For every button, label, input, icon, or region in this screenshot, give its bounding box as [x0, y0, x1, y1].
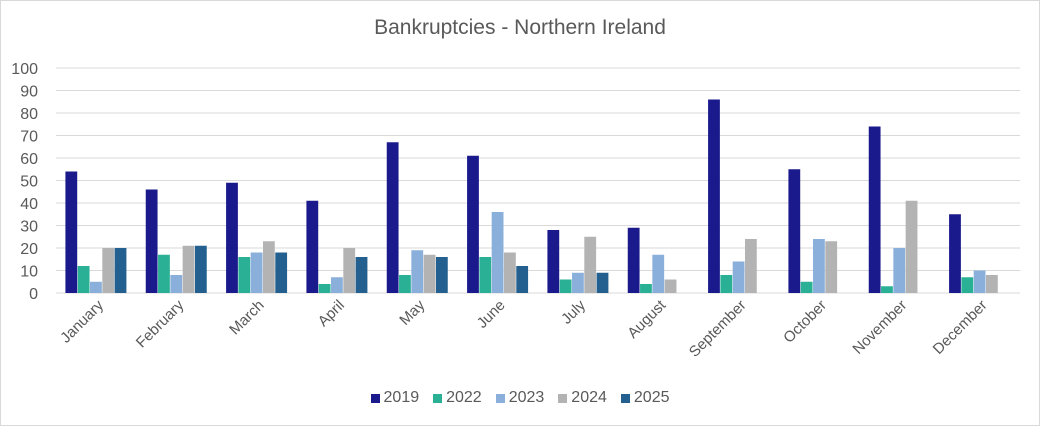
bar-2022-december: [961, 277, 974, 293]
bar-2025-march: [275, 252, 288, 293]
bar-2019-june: [467, 155, 479, 293]
x-tick-label: September: [686, 297, 750, 361]
legend-swatch-icon: [495, 393, 505, 403]
x-tick-label: April: [315, 297, 348, 330]
bar-2019-july: [547, 230, 560, 293]
legend: 2019 2022 2023 2024 2025: [0, 389, 1040, 407]
bar-2022-june: [479, 257, 492, 293]
bar-2019-february: [145, 189, 158, 293]
bar-2023-june: [491, 212, 504, 293]
legend-item-2025: 2025: [620, 389, 670, 407]
bar-2022-february: [158, 254, 170, 293]
bar-2022-august: [640, 284, 652, 293]
x-tick-label: October: [780, 297, 830, 347]
bar-2019-september: [708, 99, 720, 293]
legend-label: 2022: [446, 389, 482, 406]
bar-2023-september: [732, 261, 745, 293]
bar-2025-june: [516, 266, 529, 293]
bar-2023-may: [411, 250, 424, 293]
legend-swatch-icon: [370, 393, 380, 403]
legend-swatch-icon: [558, 393, 568, 403]
bar-2025-january: [114, 248, 127, 293]
y-tick-label: 0: [29, 286, 38, 303]
legend-label: 2024: [571, 389, 607, 406]
bar-2019-may: [386, 142, 399, 293]
bar-2024-july: [584, 236, 597, 293]
bar-2022-march: [238, 257, 251, 293]
bar-2024-august: [664, 279, 677, 293]
bar-2023-march: [250, 252, 263, 293]
bar-2025-july: [596, 272, 609, 293]
y-tick-label: 90: [20, 84, 38, 101]
legend-item-2023: 2023: [495, 389, 545, 407]
bar-2024-october: [825, 241, 838, 293]
bar-2025-february: [194, 245, 207, 293]
y-tick-label: 100: [11, 61, 38, 78]
legend-item-2024: 2024: [558, 389, 607, 407]
legend-item-2019: 2019: [370, 389, 420, 407]
bar-2019-october: [788, 169, 801, 293]
bar-2022-november: [881, 286, 893, 293]
bar-2019-august: [627, 227, 640, 293]
y-tick-label: 70: [20, 129, 38, 146]
bar-2023-august: [652, 254, 665, 293]
legend-item-2022: 2022: [433, 389, 482, 407]
bar-2024-april: [343, 248, 356, 293]
bar-2023-february: [170, 275, 183, 293]
bar-2022-september: [720, 275, 733, 293]
bar-2024-march: [262, 241, 275, 293]
x-tick-label: June: [474, 297, 509, 332]
bar-2023-october: [813, 239, 825, 293]
bar-2023-january: [90, 281, 102, 293]
bar-2022-may: [399, 275, 411, 293]
x-tick-label: December: [930, 297, 991, 358]
x-tick-label: May: [396, 296, 428, 328]
y-tick-label: 40: [20, 196, 38, 213]
bar-2022-october: [800, 281, 813, 293]
bar-2023-december: [973, 270, 986, 293]
bar-2024-december: [985, 275, 998, 293]
x-tick-label: March: [226, 297, 267, 338]
y-tick-label: 10: [20, 264, 38, 281]
chart-title: Bankruptcies - Northern Ireland: [374, 16, 666, 39]
bar-2022-april: [318, 284, 331, 293]
bar-2023-july: [572, 272, 584, 293]
x-tick-label: July: [558, 296, 589, 327]
bar-2024-may: [423, 254, 436, 293]
bar-2022-january: [77, 266, 90, 293]
bar-2019-december: [949, 214, 961, 293]
bar-2024-february: [182, 245, 195, 293]
bar-2019-january: [65, 171, 78, 293]
x-tick-label: February: [133, 296, 188, 351]
bar-2019-november: [868, 126, 881, 293]
legend-swatch-icon: [620, 393, 630, 403]
bar-2019-march: [226, 182, 238, 293]
bar-2023-november: [893, 248, 906, 293]
legend-label: 2023: [508, 389, 545, 406]
y-tick-label: 30: [20, 219, 38, 236]
x-tick-label: November: [849, 297, 910, 358]
x-tick-label: January: [57, 296, 107, 346]
bar-2025-may: [435, 257, 448, 293]
y-tick-label: 80: [20, 106, 38, 123]
bar-2019-april: [306, 200, 319, 293]
x-tick-label: August: [624, 296, 670, 342]
bar-2024-january: [102, 248, 115, 293]
bar-2024-november: [905, 200, 918, 293]
y-tick-label: 50: [20, 174, 38, 191]
legend-swatch-icon: [433, 393, 443, 403]
legend-label: 2025: [633, 389, 670, 406]
bar-2024-september: [744, 239, 757, 293]
bar-2024-june: [503, 252, 516, 293]
y-tick-label: 20: [20, 241, 38, 258]
legend-label: 2019: [383, 389, 420, 406]
y-tick-label: 60: [20, 151, 38, 168]
bar-2025-april: [355, 257, 368, 293]
bar-2023-april: [331, 277, 343, 293]
bar-2022-july: [559, 279, 572, 293]
